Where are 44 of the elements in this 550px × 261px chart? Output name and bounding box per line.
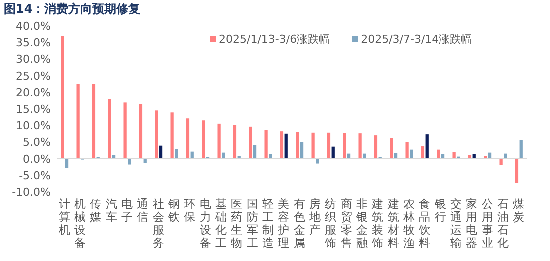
x-tick-label: 电子 xyxy=(122,197,134,224)
y-tick-label: 0.0% xyxy=(23,152,51,166)
x-tick-label: 商贸零售 xyxy=(340,197,353,250)
y-tick-label: 35.0% xyxy=(16,36,51,50)
x-tick-label: 建筑材料 xyxy=(386,197,400,250)
y-tick-label: 30.0% xyxy=(16,53,51,66)
legend-label: 2025/1/13-3/6涨跌幅 xyxy=(219,33,330,46)
y-tick-label: 15.0% xyxy=(16,103,51,116)
y-tick-label: 5.0% xyxy=(23,136,51,150)
x-tick-label: 轻工制造 xyxy=(262,197,274,250)
y-tick-label: -5.0% xyxy=(19,169,51,182)
x-tick-label: 机械设备 xyxy=(74,197,86,250)
y-tick-label: -10.0% xyxy=(12,186,51,199)
x-tick-label: 美容护理 xyxy=(277,197,290,250)
x-tick-label: 房地产 xyxy=(308,197,322,237)
x-tick-label: 有色金属 xyxy=(294,197,306,250)
x-tick-label: 环保 xyxy=(184,197,196,224)
x-tick-label: 汽车 xyxy=(106,197,118,224)
legend-label: 2025/3/7-3/14涨跌幅 xyxy=(361,33,472,46)
x-tick-label: 食品饮料 xyxy=(418,197,432,250)
x-tick-label: 计算机 xyxy=(58,197,71,237)
x-tick-label: 家用电器 xyxy=(466,197,478,250)
y-tick-label: 25.0% xyxy=(16,70,51,83)
x-tick-label: 医药生物 xyxy=(231,197,244,250)
x-tick-label: 石油石化 xyxy=(498,197,510,250)
x-tick-label: 传媒 xyxy=(90,197,102,224)
x-tick-label: 社会服务 xyxy=(152,197,165,250)
x-tick-label: 钢铁 xyxy=(168,197,180,224)
y-tick-label: 20.0% xyxy=(16,86,51,100)
x-tick-label: 基础化工 xyxy=(214,197,228,250)
x-tick-label: 交通运输 xyxy=(450,197,462,250)
x-tick-label: 电力设备 xyxy=(200,197,212,250)
y-tick-label: 40.0% xyxy=(16,20,51,33)
x-tick-label: 建筑装饰 xyxy=(371,197,384,250)
y-tick-label: 10.0% xyxy=(16,120,51,133)
x-tick-label: 纺织服饰 xyxy=(324,197,338,250)
x-tick-label: 银行 xyxy=(434,197,447,224)
x-tick-label: 国防军工 xyxy=(246,197,259,250)
x-tick-label: 非银金融 xyxy=(356,197,368,250)
x-tick-label: 农林牧渔 xyxy=(402,197,416,250)
x-tick-label: 煤炭 xyxy=(513,197,526,224)
x-tick-label: 通信 xyxy=(137,197,150,224)
x-tick-label: 公用事业 xyxy=(482,197,494,250)
chart-title: 图14：消费方向预期修复 xyxy=(4,2,141,16)
